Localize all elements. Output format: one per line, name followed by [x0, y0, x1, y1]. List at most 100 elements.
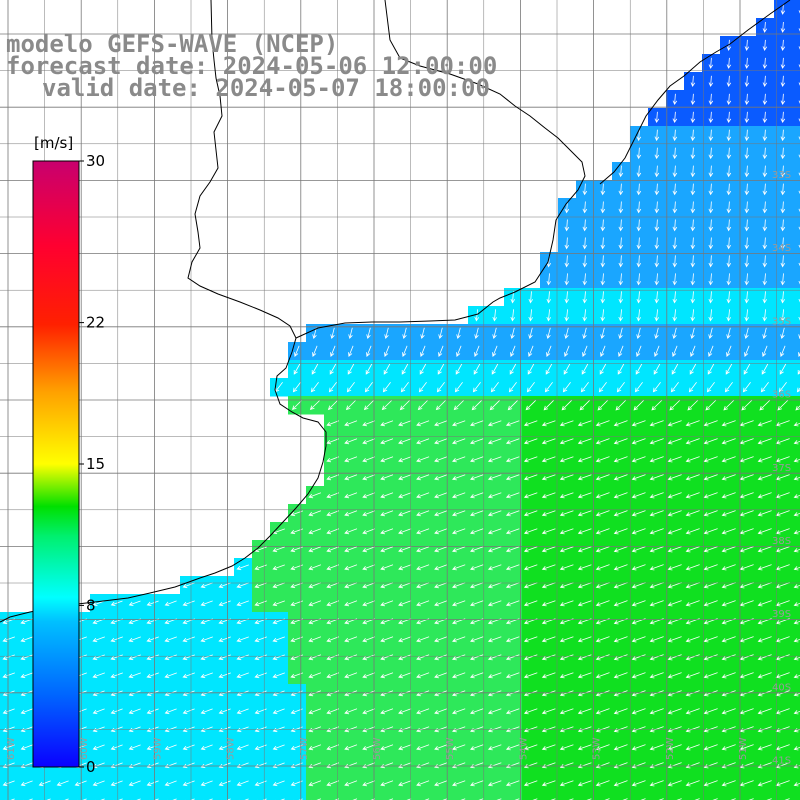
wind-arrow — [541, 654, 556, 661]
wind-arrow — [455, 363, 463, 375]
wind-arrow — [362, 600, 376, 607]
wind-arrow — [689, 363, 697, 375]
wind-arrow — [721, 564, 736, 571]
wind-arrow — [2, 744, 15, 751]
wind-arrow — [577, 420, 592, 427]
field-cell — [288, 792, 307, 800]
wind-arrow — [703, 708, 718, 715]
wind-arrow — [308, 492, 322, 499]
wind-arrow — [487, 762, 502, 769]
wind-arrow — [726, 237, 732, 250]
wind-arrow — [690, 291, 696, 304]
wind-arrow — [595, 546, 610, 553]
coastline — [0, 0, 327, 623]
wind-arrow — [685, 438, 700, 445]
wind-arrow — [703, 654, 718, 661]
wind-arrow — [362, 654, 376, 661]
wind-arrow — [344, 456, 358, 463]
wind-arrow — [236, 654, 249, 661]
wind-arrow — [272, 600, 285, 607]
longitude-label: 59W — [152, 737, 163, 760]
field-cell — [792, 234, 800, 253]
wind-arrow — [546, 291, 552, 304]
valid-date: valid date: 2024-05-07 18:00:00 — [42, 74, 490, 102]
field-cell — [684, 792, 703, 800]
wind-arrow — [708, 219, 714, 232]
wind-arrow — [762, 165, 768, 178]
wind-arrow — [667, 654, 682, 661]
wind-arrow — [667, 492, 682, 499]
wind-arrow — [308, 510, 322, 517]
wind-arrow — [618, 237, 624, 250]
wind-arrow — [654, 183, 660, 196]
wind-arrow — [523, 456, 538, 463]
wind-arrow — [739, 438, 754, 445]
wind-arrow — [293, 363, 301, 375]
wind-arrow — [613, 708, 628, 715]
wind-arrow — [721, 780, 736, 787]
wind-arrow — [344, 474, 358, 481]
field-cell — [198, 792, 217, 800]
wind-arrow — [200, 708, 213, 715]
wind-arrow — [780, 147, 786, 160]
wind-arrow — [380, 708, 394, 715]
wind-arrow — [546, 327, 551, 340]
wind-arrow — [595, 582, 610, 589]
wind-arrow — [401, 363, 409, 375]
wind-arrow — [218, 654, 231, 661]
wind-arrow — [470, 438, 484, 445]
wind-arrow — [200, 744, 213, 751]
wind-arrow — [164, 636, 177, 643]
wind-arrow — [474, 327, 479, 340]
wind-arrow — [723, 399, 735, 411]
wind-arrow — [420, 327, 425, 340]
wind-arrow — [744, 183, 750, 196]
wind-arrow — [780, 93, 786, 106]
wind-arrow — [326, 600, 340, 607]
wind-arrow — [362, 582, 376, 589]
wind-arrow — [793, 458, 800, 463]
field-cell — [270, 792, 289, 800]
wind-arrow — [398, 636, 412, 643]
wind-arrow — [577, 582, 592, 589]
wind-arrow — [505, 780, 520, 787]
wind-arrow — [595, 672, 610, 679]
wind-arrow — [541, 582, 556, 589]
wind-arrow — [780, 57, 786, 69]
wind-arrow — [541, 744, 556, 751]
wind-arrow — [308, 528, 322, 535]
field-cell — [792, 198, 800, 217]
wind-arrow — [128, 726, 141, 733]
wind-arrow — [398, 582, 412, 589]
wind-arrow — [528, 345, 534, 357]
wind-arrow — [419, 363, 427, 375]
wind-arrow — [326, 456, 340, 463]
wind-arrow — [470, 564, 484, 571]
wind-arrow — [762, 111, 768, 124]
wind-arrow — [649, 582, 664, 589]
wind-arrow — [200, 726, 213, 733]
wind-arrow — [434, 564, 448, 571]
wind-arrow — [577, 528, 592, 535]
wind-arrow — [797, 369, 800, 375]
wind-arrow — [649, 456, 664, 463]
wind-arrow — [685, 564, 700, 571]
wind-arrow — [744, 129, 750, 142]
wind-arrow — [505, 438, 520, 445]
wind-arrow — [636, 309, 642, 322]
wind-arrow — [523, 600, 538, 607]
wind-arrow — [757, 708, 772, 715]
wind-arrow — [649, 780, 664, 787]
colorbar-tick-label: 0 — [86, 758, 96, 776]
wind-arrow — [541, 600, 556, 607]
wind-arrow — [744, 111, 750, 124]
wind-arrow — [272, 672, 285, 679]
wind-arrow — [653, 363, 661, 375]
wind-arrow — [685, 780, 700, 787]
wind-arrow — [20, 654, 33, 661]
wind-arrow — [505, 636, 520, 643]
wind-arrow — [631, 528, 646, 535]
wind-arrow — [416, 474, 430, 481]
wind-arrow — [780, 219, 786, 232]
